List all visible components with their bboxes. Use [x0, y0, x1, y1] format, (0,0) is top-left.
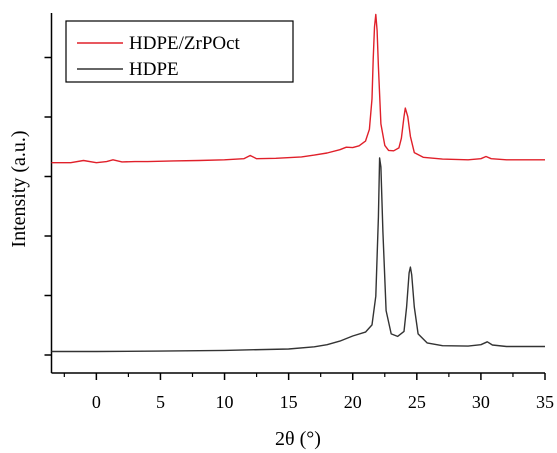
x-tick-labels: 0 5 10 15 20 25 30 35 [92, 392, 554, 412]
legend-label-hdpe: HDPE [129, 59, 179, 80]
series-line-hdpe [51, 157, 545, 353]
legend-label-hdpe-zrpoct: HDPE/ZrPOct [129, 33, 241, 54]
series-layer [51, 13, 545, 353]
legend-box [65, 20, 294, 83]
x-tick-label: 35 [536, 392, 554, 412]
x-tick-label: 20 [344, 392, 362, 412]
x-tick-label: 15 [280, 392, 298, 412]
series-line-hdpe-zrpoct [51, 13, 545, 164]
y-axis-title: Intensity (a.u.) [8, 130, 30, 247]
x-tick-label: 0 [92, 392, 101, 412]
y-ticks [44, 56, 52, 356]
x-ticks [63, 373, 546, 380]
legend: HDPE/ZrPOct HDPE [65, 20, 294, 83]
x-tick-label: 5 [156, 392, 165, 412]
x-tick-label: 25 [408, 392, 426, 412]
x-tick-label: 10 [216, 392, 234, 412]
x-tick-label: 30 [472, 392, 490, 412]
x-axis-title: 2θ (°) [275, 428, 321, 450]
